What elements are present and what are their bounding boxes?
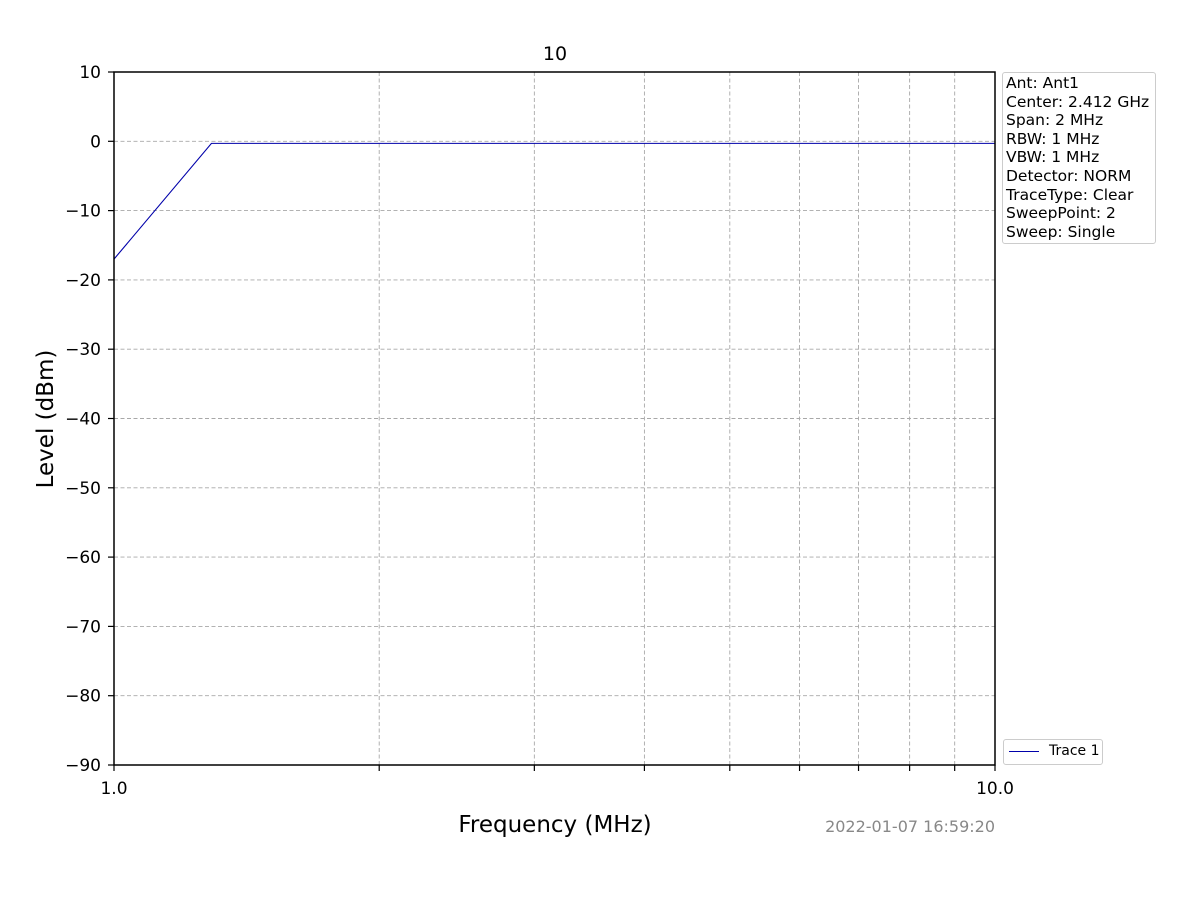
legend-label-trace-1: Trace 1 <box>1049 743 1100 759</box>
timestamp: 2022-01-07 16:59:20 <box>825 817 995 836</box>
x-tick-label: 10.0 <box>976 779 1014 799</box>
info-line-rbw: RBW: 1 MHz <box>1006 129 1100 148</box>
y-tick-label: −60 <box>65 548 101 568</box>
info-line-sweeppoint: SweepPoint: 2 <box>1006 204 1116 223</box>
y-tick-label: 10 <box>79 63 101 83</box>
y-tick-label: −90 <box>65 756 101 776</box>
info-line-tracetype: TraceType: Clear <box>1006 185 1134 204</box>
info-line-antenna: Ant: Ant1 <box>1006 74 1080 92</box>
chart-title: 10 <box>543 43 567 65</box>
grid <box>114 72 995 765</box>
info-line-center: Center: 2.412 GHz <box>1006 92 1150 111</box>
legend: Trace 1 <box>1003 739 1103 765</box>
info-line-span: Span: 2 MHz <box>1006 111 1104 130</box>
y-tick-label: −80 <box>65 687 101 707</box>
y-tick-label: −40 <box>65 410 101 430</box>
y-tick-label: −70 <box>65 617 101 637</box>
y-tick-label: −30 <box>65 340 101 360</box>
y-tick-label: −50 <box>65 479 101 499</box>
info-line-sweep: Sweep: Single <box>1006 222 1116 241</box>
instrument-settings-panel: Ant: Ant1 Center: 2.412 GHz Span: 2 MHz … <box>1002 72 1156 245</box>
y-tick-label: −10 <box>65 202 101 222</box>
y-tick-label: 0 <box>90 132 101 152</box>
legend-swatch-trace-1 <box>1009 751 1039 752</box>
x-tick-label: 1.0 <box>100 779 127 799</box>
series-line-trace-1 <box>113 142 995 260</box>
axis-ticks: 10 0 −10 −20 −30 −40 −50 −60 −70 −80 −90 1.0 10.0 <box>65 63 1014 799</box>
y-tick-label: −20 <box>65 271 101 291</box>
series-layer <box>113 142 995 260</box>
y-axis-title: Level (dBm) <box>33 350 59 489</box>
info-line-detector: Detector: NORM <box>1006 166 1132 185</box>
info-line-vbw: VBW: 1 MHz <box>1006 148 1100 167</box>
x-axis-title: Frequency (MHz) <box>458 812 651 838</box>
